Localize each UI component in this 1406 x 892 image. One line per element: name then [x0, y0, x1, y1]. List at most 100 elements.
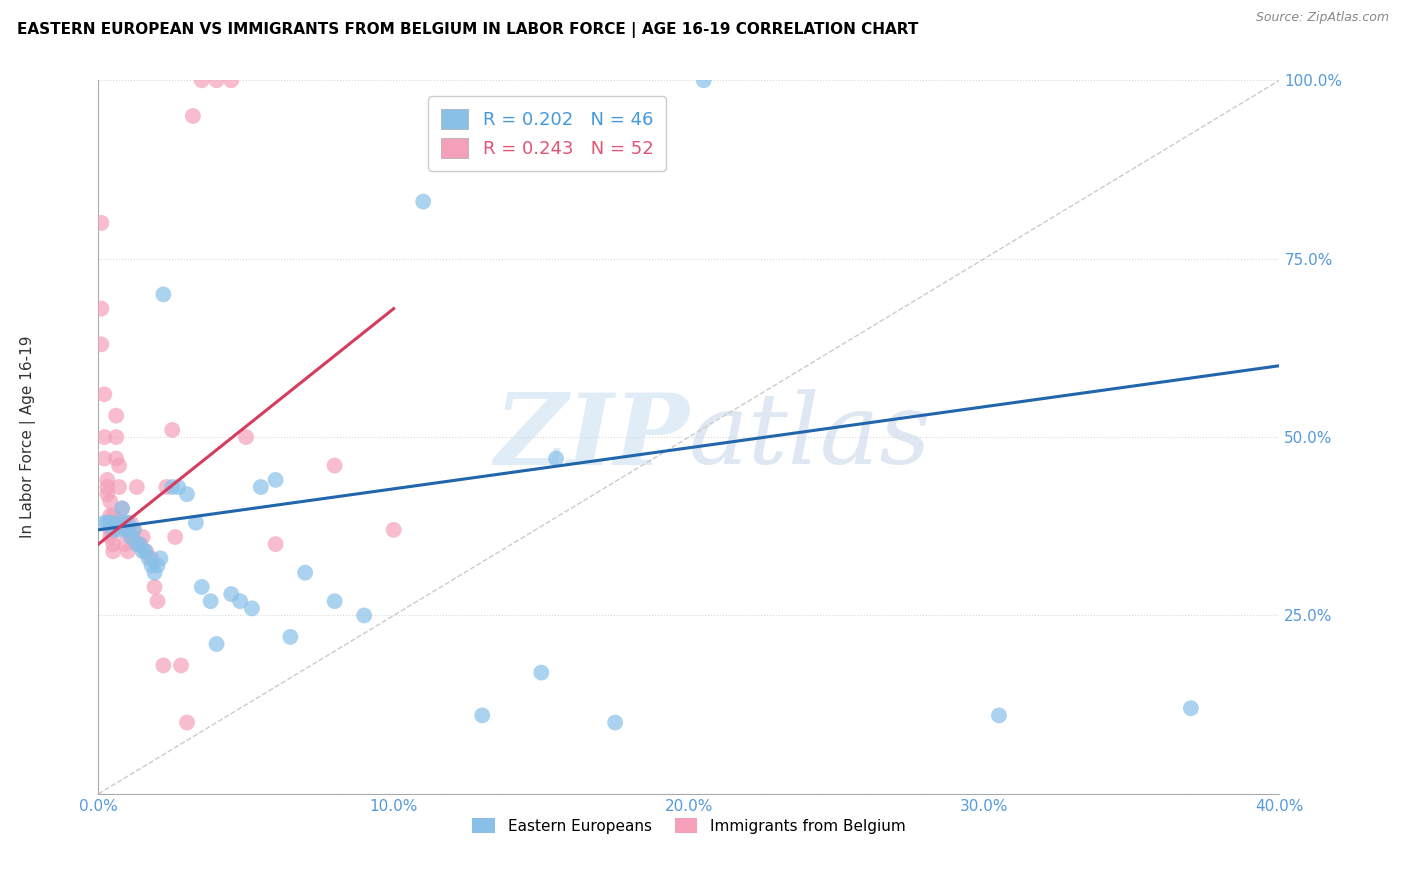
Point — [117, 544, 139, 558]
Text: ZIP: ZIP — [494, 389, 689, 485]
Point — [152, 287, 174, 301]
Point — [105, 451, 128, 466]
Point — [138, 551, 160, 566]
Point — [240, 601, 263, 615]
Point — [264, 473, 287, 487]
Point — [184, 516, 207, 530]
Point — [103, 523, 125, 537]
Point — [114, 537, 136, 551]
Point — [162, 480, 183, 494]
Point — [125, 537, 148, 551]
Point — [294, 566, 316, 580]
Point — [111, 501, 134, 516]
Point — [165, 530, 187, 544]
Point — [96, 473, 118, 487]
Point — [105, 409, 128, 423]
Point — [146, 558, 169, 573]
Point — [98, 530, 121, 544]
Point — [120, 530, 142, 544]
Point — [108, 458, 131, 473]
Point — [191, 580, 214, 594]
Point — [98, 516, 121, 530]
Point — [170, 658, 193, 673]
Point — [96, 516, 118, 530]
Point — [191, 73, 214, 87]
Text: Source: ZipAtlas.com: Source: ZipAtlas.com — [1256, 11, 1389, 24]
Point — [471, 708, 494, 723]
Point — [530, 665, 553, 680]
Point — [162, 423, 183, 437]
Point — [176, 487, 198, 501]
Text: atlas: atlas — [689, 390, 932, 484]
Point — [108, 480, 131, 494]
Point — [103, 508, 125, 523]
Point — [146, 594, 169, 608]
Point — [229, 594, 252, 608]
Point — [117, 523, 139, 537]
Point — [111, 501, 134, 516]
Point — [250, 480, 273, 494]
Point — [111, 516, 134, 530]
Point — [93, 516, 115, 530]
Point — [105, 516, 128, 530]
Point — [122, 523, 145, 537]
Point — [205, 73, 228, 87]
Point — [323, 458, 346, 473]
Point — [98, 508, 121, 523]
Point — [90, 216, 112, 230]
Point — [988, 708, 1011, 723]
Point — [120, 530, 142, 544]
Point — [143, 580, 166, 594]
Point — [155, 480, 177, 494]
Point — [132, 544, 155, 558]
Point — [353, 608, 375, 623]
Point — [141, 551, 163, 566]
Point — [93, 387, 115, 401]
Point — [93, 430, 115, 444]
Point — [117, 516, 139, 530]
Point — [96, 487, 118, 501]
Point — [221, 73, 243, 87]
Point — [103, 523, 125, 537]
Point — [128, 537, 150, 551]
Y-axis label: In Labor Force | Age 16-19: In Labor Force | Age 16-19 — [20, 335, 37, 539]
Point — [114, 523, 136, 537]
Point — [605, 715, 627, 730]
Point — [125, 480, 148, 494]
Point — [181, 109, 204, 123]
Text: EASTERN EUROPEAN VS IMMIGRANTS FROM BELGIUM IN LABOR FORCE | AGE 16-19 CORRELATI: EASTERN EUROPEAN VS IMMIGRANTS FROM BELG… — [17, 22, 918, 38]
Point — [135, 544, 157, 558]
Point — [90, 337, 112, 351]
Legend: Eastern Europeans, Immigrants from Belgium: Eastern Europeans, Immigrants from Belgi… — [467, 812, 911, 839]
Point — [90, 301, 112, 316]
Point — [264, 537, 287, 551]
Point — [693, 73, 716, 87]
Point — [96, 480, 118, 494]
Point — [98, 523, 121, 537]
Point — [235, 430, 257, 444]
Point — [412, 194, 434, 209]
Point — [167, 480, 190, 494]
Point — [149, 551, 172, 566]
Point — [1180, 701, 1202, 715]
Point — [103, 537, 125, 551]
Point — [93, 451, 115, 466]
Point — [176, 715, 198, 730]
Point — [135, 544, 157, 558]
Point — [280, 630, 302, 644]
Point — [103, 544, 125, 558]
Point — [128, 537, 150, 551]
Point — [221, 587, 243, 601]
Point — [143, 566, 166, 580]
Point — [105, 430, 128, 444]
Point — [122, 523, 145, 537]
Point — [141, 558, 163, 573]
Point — [323, 594, 346, 608]
Point — [200, 594, 222, 608]
Point — [152, 658, 174, 673]
Point — [120, 516, 142, 530]
Point — [98, 494, 121, 508]
Point — [546, 451, 568, 466]
Point — [108, 523, 131, 537]
Point — [205, 637, 228, 651]
